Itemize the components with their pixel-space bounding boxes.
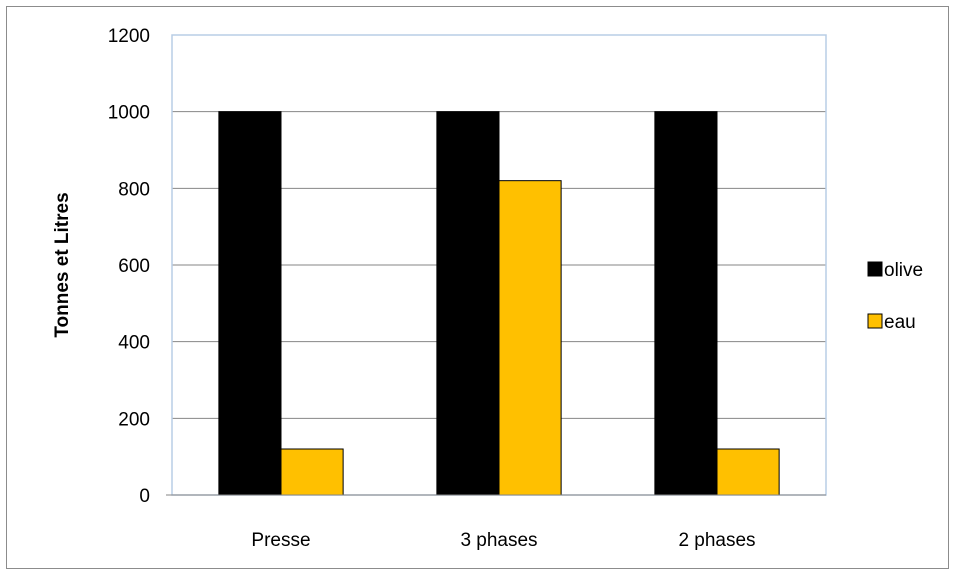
y-tick-labels: 0 200 400 600 800 1000 1200	[108, 26, 150, 507]
y-tick-label: 0	[139, 486, 150, 507]
bar-olive-1	[436, 111, 500, 496]
legend-swatch-olive	[867, 261, 883, 277]
x-tick-label: Presse	[251, 530, 310, 551]
x-tick-label: 2 phases	[678, 530, 755, 551]
bar-olive-2	[654, 111, 718, 496]
legend-label-olive: olive	[884, 260, 923, 281]
x-tick-label: 3 phases	[460, 530, 537, 551]
bar-eau-0	[280, 448, 344, 496]
bar-olive-0	[218, 111, 282, 496]
bars	[218, 111, 780, 496]
legend: olive eau	[867, 260, 923, 333]
bar-eau-2	[716, 448, 780, 496]
y-tick-label: 1000	[108, 103, 150, 124]
y-tick-label: 600	[118, 256, 150, 277]
legend-label-eau: eau	[884, 312, 916, 333]
y-tick-label: 200	[118, 409, 150, 430]
x-tick-labels: Presse 3 phases 2 phases	[251, 530, 755, 551]
y-tick-label: 1200	[108, 26, 150, 47]
bar-eau-1	[498, 180, 562, 496]
y-tick-label: 400	[118, 333, 150, 354]
legend-swatch-eau	[867, 313, 883, 329]
y-axis-title: Tonnes et Litres	[52, 192, 73, 337]
y-tick-label: 800	[118, 179, 150, 200]
